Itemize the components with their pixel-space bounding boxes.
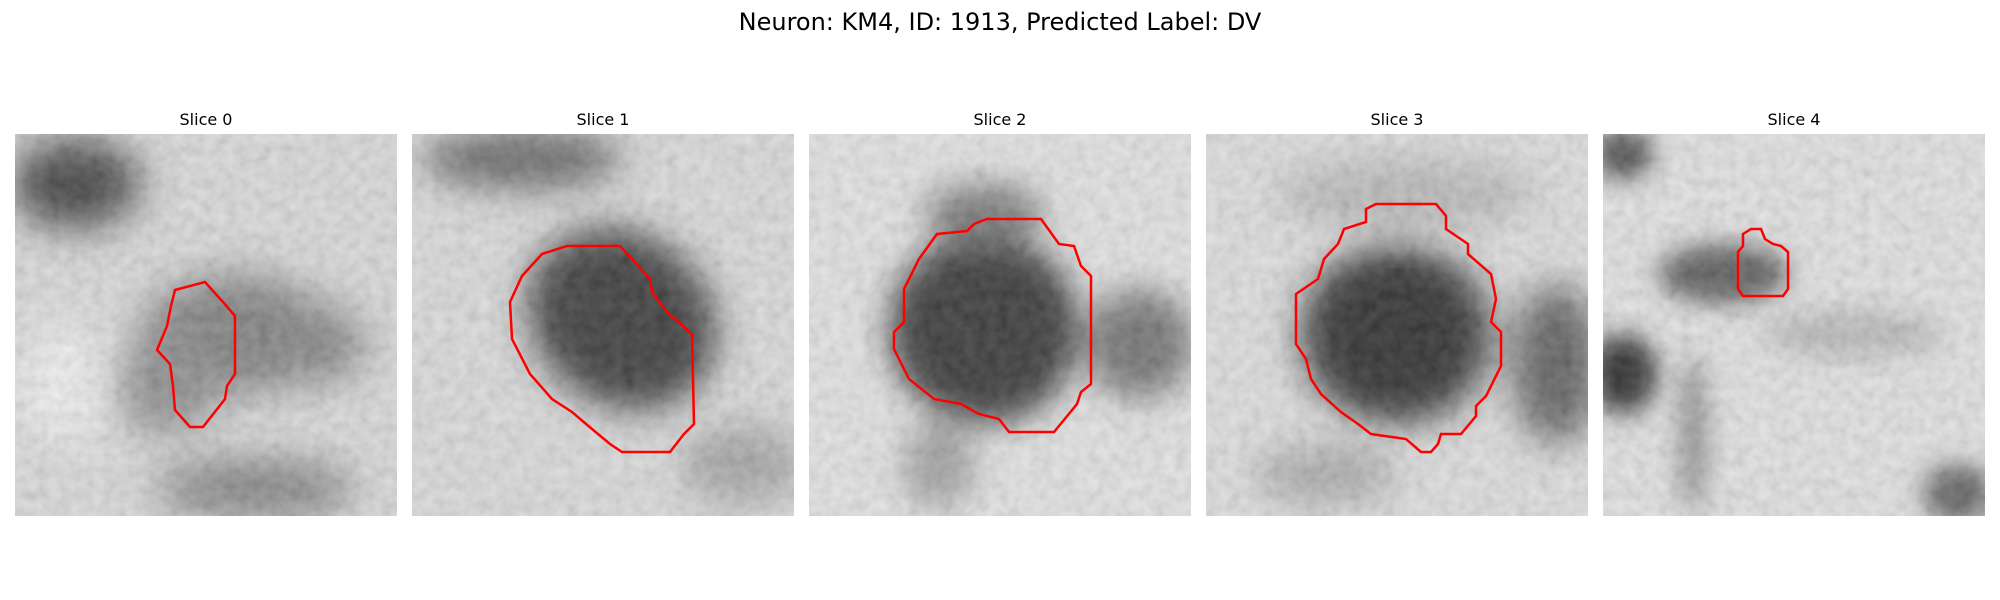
slice-panel-3: Slice 3 bbox=[1206, 108, 1588, 516]
slice-image-0 bbox=[15, 134, 397, 516]
microscopy-texture-3 bbox=[1206, 134, 1588, 516]
slice-panel-0: Slice 0 bbox=[15, 108, 397, 516]
slice-image-1 bbox=[412, 134, 794, 516]
cell-contour-3 bbox=[1294, 202, 1503, 454]
slice-title-2: Slice 2 bbox=[973, 110, 1027, 129]
slice-title-0: Slice 0 bbox=[179, 110, 233, 129]
microscopy-texture-0 bbox=[15, 134, 397, 516]
cell-contour-2 bbox=[892, 217, 1093, 434]
slice-image-4 bbox=[1603, 134, 1985, 516]
cell-contour-4 bbox=[1736, 227, 1790, 298]
slice-panel-2: Slice 2 bbox=[809, 108, 1191, 516]
slice-title-4: Slice 4 bbox=[1767, 110, 1821, 129]
slice-title-3: Slice 3 bbox=[1370, 110, 1424, 129]
slice-panel-1: Slice 1 bbox=[412, 108, 794, 516]
cell-contour-0 bbox=[155, 280, 237, 429]
microscopy-texture-1 bbox=[412, 134, 794, 516]
slice-image-2 bbox=[809, 134, 1191, 516]
slice-title-1: Slice 1 bbox=[576, 110, 630, 129]
figure-title: Neuron: KM4, ID: 1913, Predicted Label: … bbox=[738, 8, 1262, 36]
slice-image-3 bbox=[1206, 134, 1588, 516]
cell-contour-1 bbox=[508, 244, 696, 454]
microscopy-texture-4 bbox=[1603, 134, 1985, 516]
slice-panel-4: Slice 4 bbox=[1603, 108, 1985, 516]
microscopy-texture-2 bbox=[809, 134, 1191, 516]
